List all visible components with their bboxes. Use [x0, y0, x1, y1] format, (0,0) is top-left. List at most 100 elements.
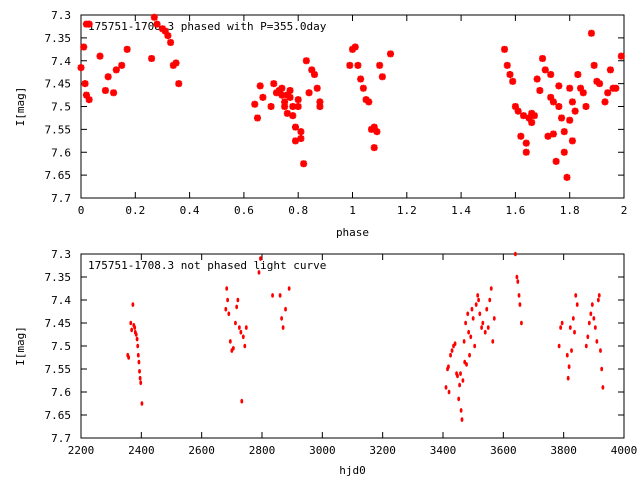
data-point [444, 385, 448, 390]
data-point [486, 325, 490, 330]
data-point [459, 408, 463, 413]
data-point [480, 325, 484, 330]
data-point [601, 385, 605, 390]
phased-light-curve-panel: 0 0.2 0.4 0.6 0.8 1 1.2 1.4 1.6 1.8 2 7.3 7.35 7.4 7.4… [14, 9, 627, 239]
data-point [286, 93, 294, 101]
data-point [474, 302, 478, 307]
data-point [558, 114, 566, 122]
data-point [563, 173, 571, 181]
data-point [570, 348, 573, 353]
x-tick-label: 1.2 [397, 204, 417, 217]
y-tick-label: 7.5 [51, 101, 71, 114]
data-point [514, 251, 517, 257]
data-point [559, 325, 563, 330]
data-point [489, 286, 493, 291]
data-point [164, 32, 172, 40]
data-point [387, 50, 395, 58]
data-point [449, 352, 452, 358]
data-point [568, 98, 576, 106]
y-tick-label: 7.6 [51, 146, 71, 159]
data-point [259, 256, 262, 261]
y-tick-label: 7.65 [45, 409, 72, 422]
data-point [243, 343, 247, 349]
data-point [259, 93, 267, 101]
data-point [453, 341, 457, 347]
data-point [596, 80, 604, 88]
data-point [85, 96, 93, 104]
data-point [231, 346, 235, 351]
data-point [516, 279, 520, 284]
data-point [491, 339, 495, 344]
data-point [291, 137, 299, 145]
data-point [612, 84, 620, 92]
data-point [283, 109, 291, 117]
data-point [547, 93, 555, 101]
data-point [236, 297, 240, 303]
data-point [560, 148, 568, 156]
x-tick-label: 3400 [430, 444, 457, 457]
data-point [458, 382, 461, 388]
y-tick-label: 7.3 [51, 9, 71, 22]
data-point [310, 70, 318, 78]
y-tick-label: 7.4 [51, 55, 71, 68]
data-point [568, 325, 572, 330]
data-point [517, 293, 521, 298]
data-point [294, 96, 302, 104]
data-point [466, 311, 470, 317]
data-point [520, 320, 523, 326]
data-point [596, 297, 600, 303]
data-point [566, 116, 574, 124]
data-point [280, 316, 284, 321]
data-point [80, 43, 88, 51]
data-point [573, 329, 576, 335]
data-point [600, 366, 604, 372]
x-axis-label: hjd0 [339, 464, 366, 477]
y-tick-label: 7.3 [51, 248, 71, 261]
data-point [82, 91, 90, 99]
data-point [579, 89, 587, 97]
x-tick-label: 1 [349, 204, 356, 217]
data-point [456, 373, 459, 379]
data-point [133, 325, 137, 330]
data-point [604, 89, 612, 97]
data-point [565, 352, 569, 358]
data-point [294, 103, 302, 110]
y-axis-label: I[mag] [14, 87, 27, 127]
data-point [140, 401, 144, 406]
data-point [104, 73, 112, 81]
data-point [234, 320, 237, 326]
data-point [226, 297, 230, 303]
data-point [81, 80, 89, 88]
x-tick-label: 2200 [68, 444, 95, 457]
data-point [606, 66, 614, 74]
data-point [459, 371, 462, 376]
data-point [161, 27, 169, 35]
data-point [225, 286, 229, 291]
data-point [267, 103, 275, 110]
data-point [595, 339, 599, 344]
x-tick-label: 0.2 [125, 204, 145, 217]
data-point [509, 77, 517, 85]
data-point [464, 320, 468, 326]
data-point [308, 66, 316, 74]
data-point [460, 417, 464, 422]
data-point [130, 327, 134, 333]
data-point [136, 352, 140, 358]
data-point [167, 38, 175, 46]
data-point [525, 114, 533, 122]
x-tick-label: 0.8 [288, 204, 308, 217]
data-point [461, 378, 465, 383]
data-point [257, 270, 261, 275]
data-point [584, 343, 588, 349]
data-point [539, 54, 547, 62]
x-tick-label: 3600 [490, 444, 517, 457]
data-point [300, 160, 308, 168]
data-point [101, 86, 109, 94]
data-point [227, 311, 231, 317]
data-point [289, 103, 297, 110]
data-point [555, 103, 563, 110]
y-tick-label: 7.7 [51, 432, 71, 445]
y-tick-label: 7.55 [45, 363, 72, 376]
chart-title: 175751-1708.3 not phased light curve [88, 259, 326, 272]
